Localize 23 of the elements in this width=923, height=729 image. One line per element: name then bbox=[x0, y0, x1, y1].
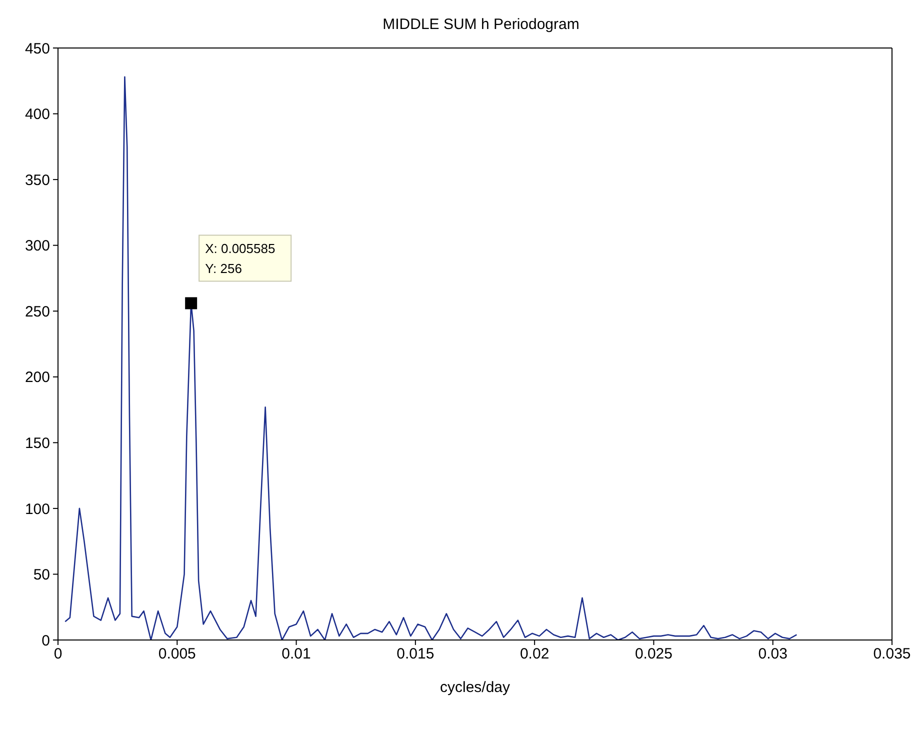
chart-title: MIDDLE SUM h Periodogram bbox=[382, 16, 580, 33]
x-axis-title: cycles/day bbox=[440, 679, 511, 696]
x-tick-label: 0.005 bbox=[158, 646, 196, 663]
annotation: X: 0.005585 Y: 256 bbox=[205, 241, 276, 276]
x-tick-label: 0.01 bbox=[282, 646, 311, 663]
y-tick-label: 100 bbox=[24, 500, 50, 518]
y-tick-label: 400 bbox=[24, 106, 50, 124]
x-tick-label: 0.015 bbox=[396, 646, 434, 663]
x-tick-label: 0.03 bbox=[758, 646, 788, 663]
line-series bbox=[64, 76, 798, 640]
x-tick-label: 0.025 bbox=[634, 646, 672, 663]
x-tick-label: 0 bbox=[54, 646, 62, 663]
y-tick-label: 350 bbox=[24, 172, 50, 189]
y-tick-label: 0 bbox=[42, 632, 50, 650]
y-tick-label: 200 bbox=[24, 369, 50, 386]
data-tip: X: 0.005585 Y: 256 bbox=[185, 234, 292, 310]
y-tick-label: 150 bbox=[24, 434, 50, 452]
x-tick-label: 0.035 bbox=[873, 646, 911, 663]
y-tick-label: 50 bbox=[33, 566, 50, 584]
y-tick-label: 250 bbox=[24, 303, 50, 320]
y-tick-label: 300 bbox=[24, 238, 50, 255]
y-tick-label: 450 bbox=[24, 40, 50, 58]
x-tick-label: 0.02 bbox=[520, 646, 550, 663]
